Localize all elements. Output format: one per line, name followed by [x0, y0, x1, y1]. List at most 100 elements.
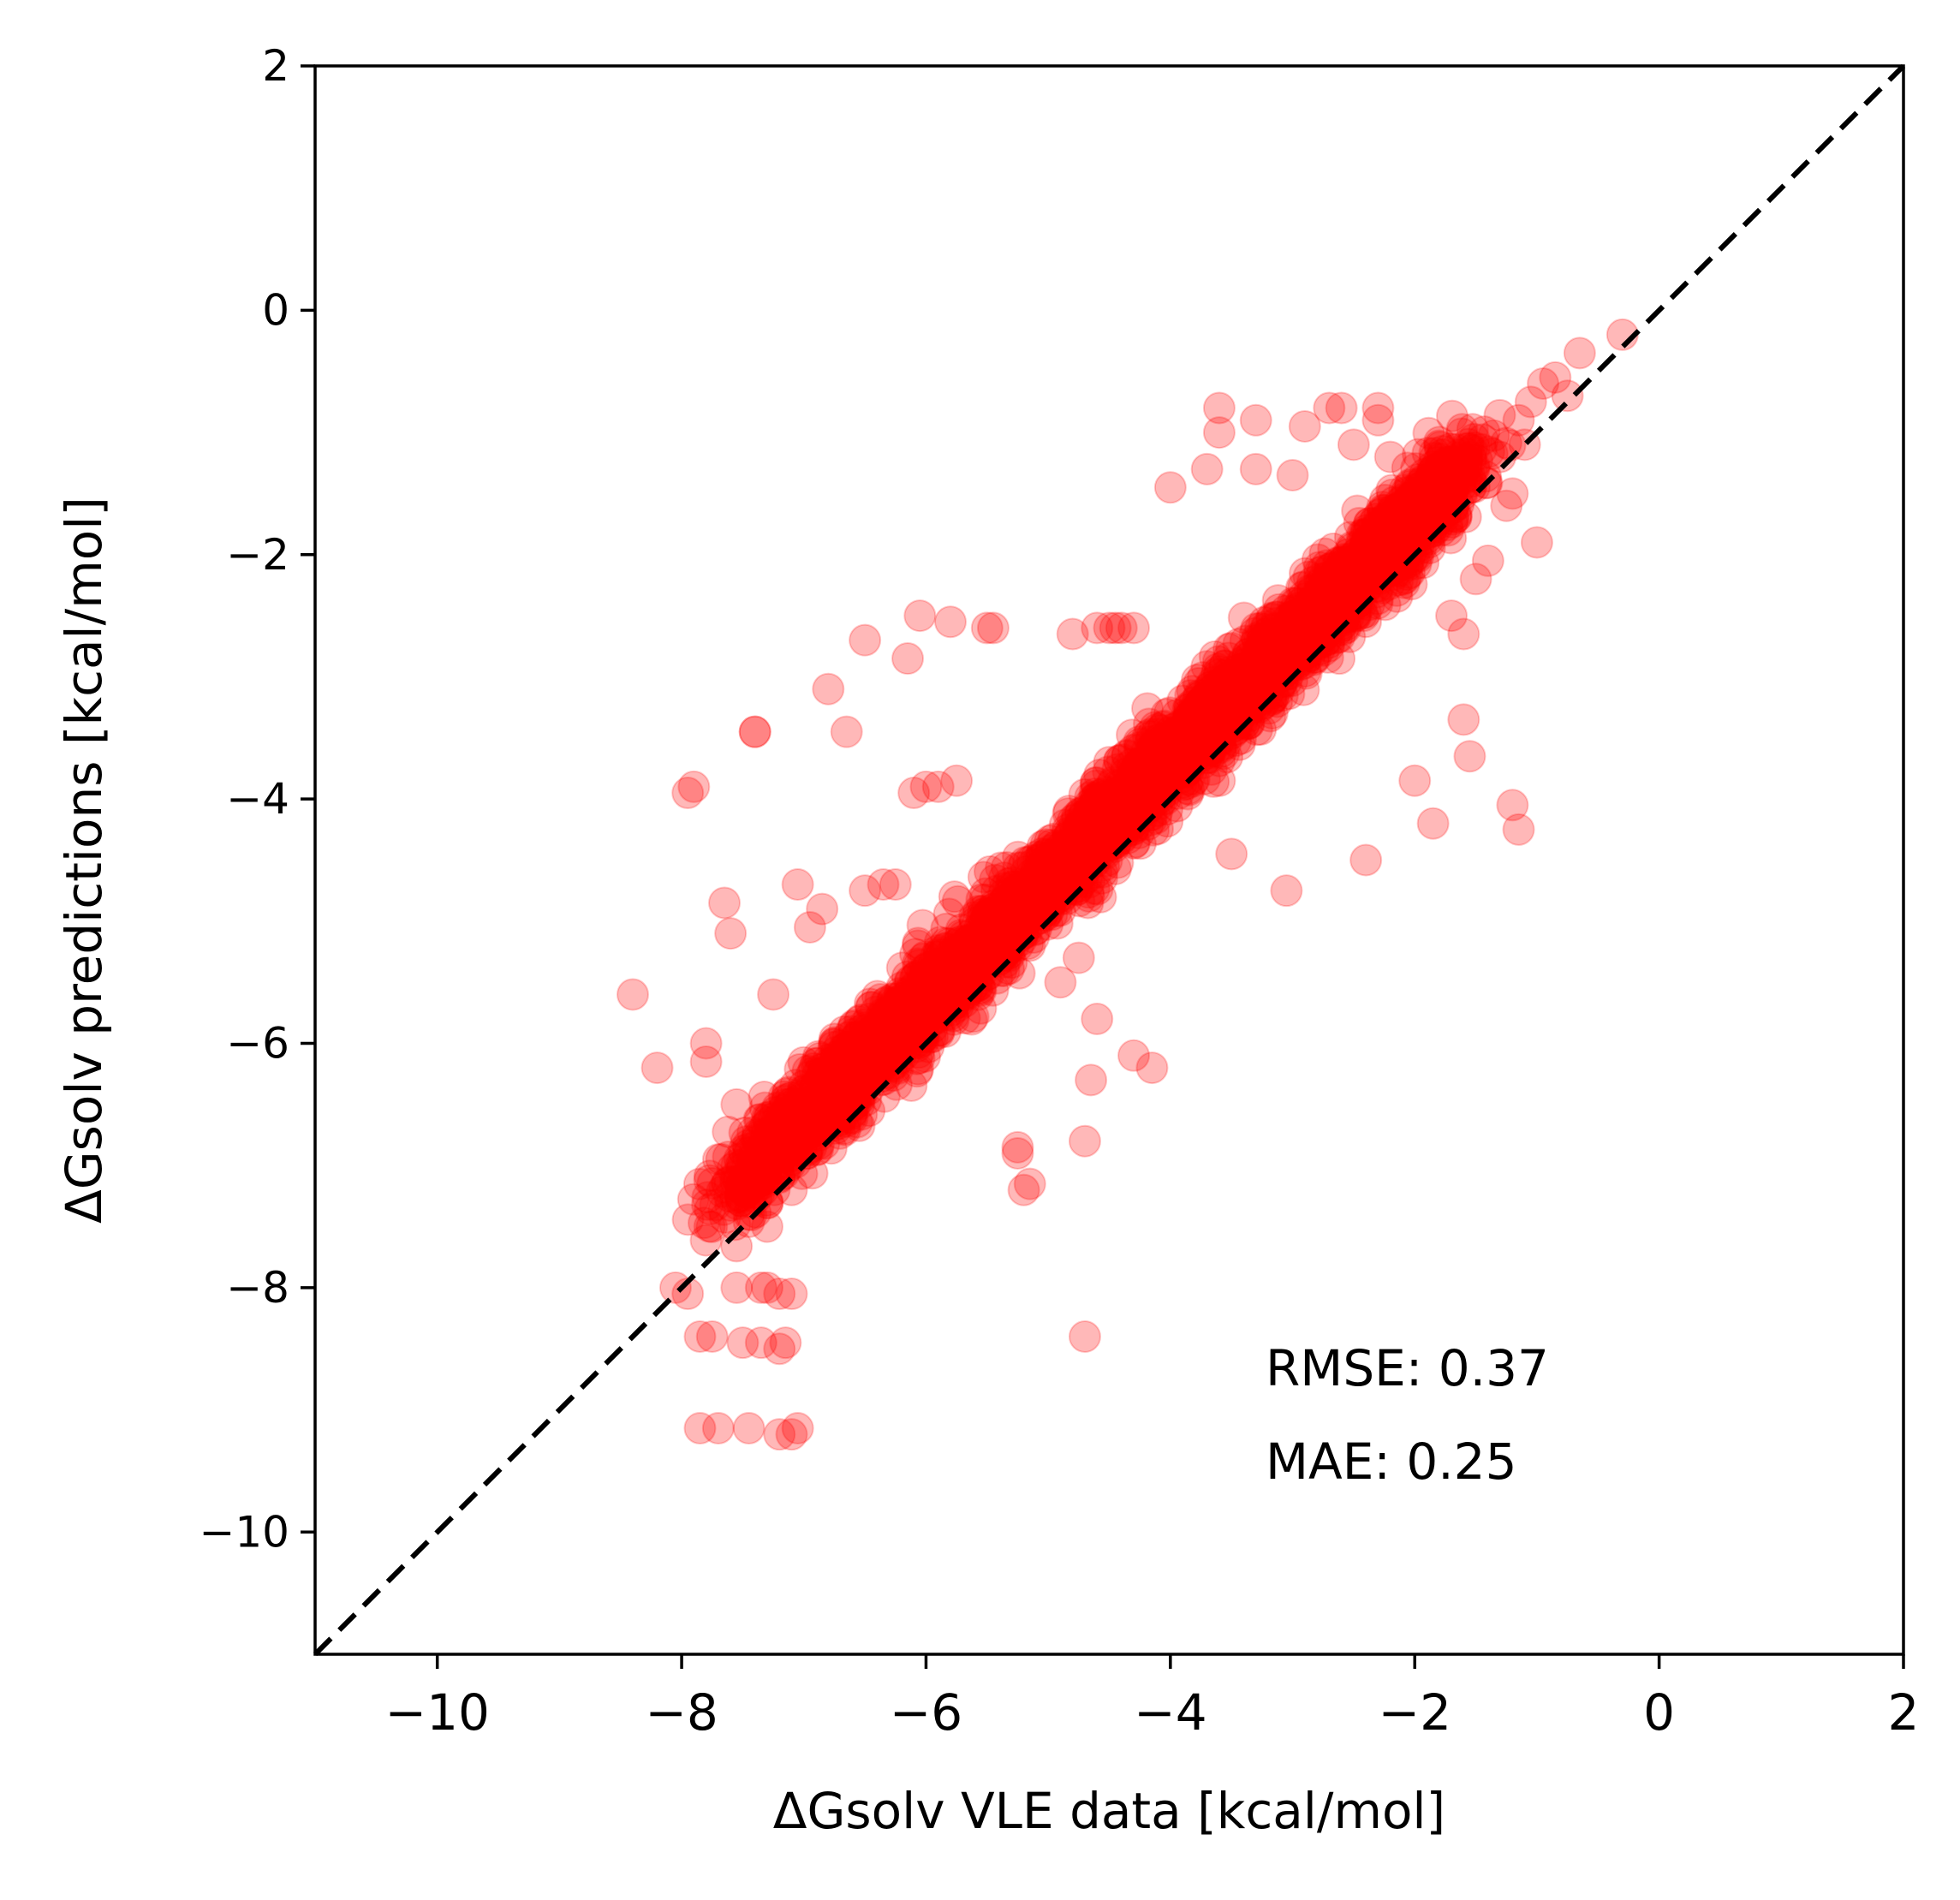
data-point — [930, 973, 963, 1006]
data-point — [1400, 491, 1433, 524]
data-point — [1284, 608, 1318, 641]
data-point — [1392, 515, 1426, 548]
data-point — [1117, 813, 1150, 847]
data-point — [1138, 753, 1171, 787]
data-point — [1198, 699, 1231, 732]
data-point — [949, 937, 982, 970]
data-point — [1278, 593, 1312, 627]
data-point — [1349, 596, 1382, 629]
data-point — [1097, 815, 1130, 849]
data-point — [1301, 606, 1334, 640]
data-point — [1421, 491, 1455, 525]
data-point — [1355, 526, 1388, 559]
data-point — [1361, 403, 1395, 437]
data-point — [1190, 722, 1224, 755]
data-point — [1275, 637, 1308, 670]
data-point — [738, 715, 771, 748]
data-point — [1276, 459, 1309, 492]
data-point — [1127, 745, 1160, 778]
data-point — [790, 1137, 824, 1170]
mae-annotation: MAE: 0.25 — [1266, 1432, 1516, 1491]
data-point — [757, 1124, 790, 1158]
data-point — [1081, 1003, 1114, 1035]
data-point — [867, 998, 900, 1031]
data-point — [1151, 805, 1184, 838]
data-point — [1329, 568, 1362, 601]
data-point — [774, 1139, 807, 1172]
data-point — [1357, 528, 1391, 562]
data-point — [714, 917, 748, 950]
data-point — [999, 873, 1033, 907]
data-point — [812, 1057, 845, 1090]
data-point — [1190, 650, 1224, 683]
data-point — [1313, 567, 1346, 600]
data-point — [1326, 587, 1360, 621]
data-point — [1147, 709, 1181, 742]
data-point — [793, 910, 826, 944]
data-point — [1213, 683, 1247, 717]
data-point — [1214, 676, 1248, 709]
data-point — [1333, 565, 1367, 599]
data-point — [1110, 751, 1143, 784]
data-point — [1489, 426, 1522, 460]
data-point — [956, 940, 990, 974]
data-point — [819, 1027, 852, 1061]
data-point — [1140, 718, 1173, 751]
data-point — [891, 992, 924, 1025]
data-point — [1079, 797, 1112, 831]
data-point — [1105, 774, 1138, 807]
data-point — [1099, 801, 1132, 835]
data-point — [894, 964, 927, 998]
data-point — [905, 957, 938, 991]
data-point — [1094, 781, 1128, 814]
data-point — [1335, 582, 1368, 616]
data-point — [1163, 713, 1196, 747]
data-point — [1100, 792, 1134, 825]
data-point — [1169, 743, 1202, 777]
data-point — [1034, 845, 1067, 879]
data-point — [1026, 867, 1059, 900]
data-point — [1223, 674, 1256, 707]
data-point — [1270, 874, 1303, 908]
data-point — [861, 1035, 895, 1069]
data-point — [953, 923, 986, 956]
data-point — [1288, 628, 1321, 661]
data-point — [1105, 768, 1138, 801]
data-point — [1247, 640, 1280, 673]
data-point — [992, 895, 1026, 928]
data-point — [1367, 506, 1401, 539]
data-point — [789, 1114, 822, 1147]
data-point — [1337, 428, 1370, 462]
data-point — [724, 1149, 757, 1182]
data-point — [1085, 861, 1118, 895]
data-point — [783, 1110, 816, 1143]
data-point — [1086, 777, 1119, 811]
data-point — [1144, 723, 1177, 756]
data-point — [1455, 443, 1488, 476]
data-point — [764, 1127, 797, 1160]
data-point — [891, 1011, 924, 1045]
data-point — [912, 957, 945, 991]
data-point — [1178, 703, 1212, 736]
data-point — [1449, 437, 1482, 470]
data-point — [1288, 409, 1321, 443]
data-point — [997, 878, 1030, 911]
data-point — [1084, 880, 1117, 914]
data-point — [835, 1098, 868, 1131]
data-point — [1342, 560, 1375, 593]
data-point — [1235, 652, 1268, 685]
data-point — [1265, 637, 1298, 670]
data-point — [1404, 467, 1438, 500]
data-point — [844, 1052, 878, 1086]
data-point — [1278, 625, 1311, 658]
data-point — [910, 1009, 944, 1042]
data-point — [908, 986, 941, 1019]
data-point — [1234, 651, 1267, 684]
data-point — [1372, 555, 1405, 588]
data-point — [1296, 573, 1329, 606]
data-point — [1435, 399, 1469, 432]
data-point — [1359, 534, 1392, 568]
data-point — [1395, 536, 1428, 569]
data-point — [1069, 794, 1102, 827]
data-point — [1259, 611, 1292, 645]
